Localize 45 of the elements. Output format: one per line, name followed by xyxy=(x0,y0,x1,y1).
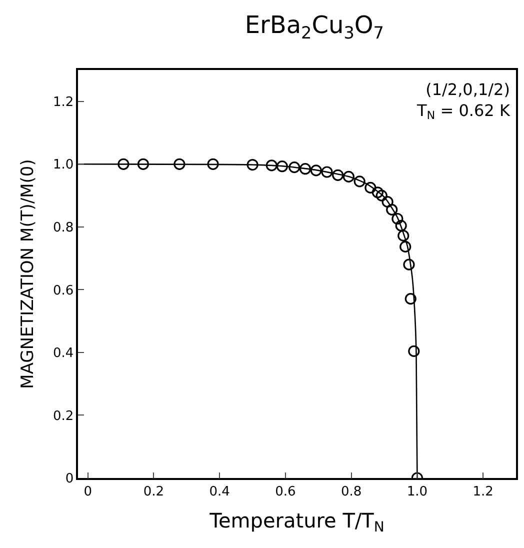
y-tick-label: 0.2 xyxy=(52,408,74,424)
point xyxy=(246,158,258,171)
x-tick-label: 0.6 xyxy=(275,484,296,500)
x-tick-label: 0.4 xyxy=(209,484,230,500)
chart-title: ErBa$_{2}$Cu$_{3}$O$_{7}$ xyxy=(244,11,384,42)
point xyxy=(207,158,219,170)
y-tick-label: 1.2 xyxy=(52,94,74,110)
x-tick-label: 1.0 xyxy=(406,484,428,500)
y-tick-label: 0.6 xyxy=(52,283,74,298)
point xyxy=(118,158,130,170)
point xyxy=(400,240,412,252)
point xyxy=(137,158,150,170)
y-tick-label: 0.4 xyxy=(52,346,74,362)
point xyxy=(404,292,416,305)
point xyxy=(288,161,300,174)
x-tick-label: 0.8 xyxy=(340,484,362,500)
point xyxy=(376,190,388,202)
point xyxy=(392,212,404,225)
y-tick-label: 0 xyxy=(65,472,74,487)
point xyxy=(321,166,333,178)
point xyxy=(395,220,407,232)
point xyxy=(403,258,415,270)
point xyxy=(386,204,398,216)
point xyxy=(332,169,344,181)
point xyxy=(382,196,394,208)
point xyxy=(342,170,354,183)
x-tick-label: 0 xyxy=(84,484,92,500)
point xyxy=(408,345,420,358)
point xyxy=(364,182,376,194)
point xyxy=(398,230,410,242)
point xyxy=(372,186,384,198)
point xyxy=(310,164,322,176)
annotation: (1/2,0,1/2) xyxy=(426,80,510,99)
point xyxy=(266,160,278,172)
point xyxy=(299,163,312,175)
point xyxy=(174,158,186,170)
y-tick-label: 0.8 xyxy=(52,220,74,236)
annotation: T$_{N}$ = 0.62 K xyxy=(416,100,510,122)
y-tick-label: 1.0 xyxy=(52,158,74,173)
x-axis-title: Temperature T/T$_{N}$ xyxy=(208,508,384,536)
x-tick-label: 1.2 xyxy=(472,484,494,500)
x-tick-label: 0.2 xyxy=(143,484,164,500)
point xyxy=(354,176,366,188)
point xyxy=(276,160,288,172)
y-axis-title: MAGNETIZATION M(T)/M(0) xyxy=(18,159,38,389)
